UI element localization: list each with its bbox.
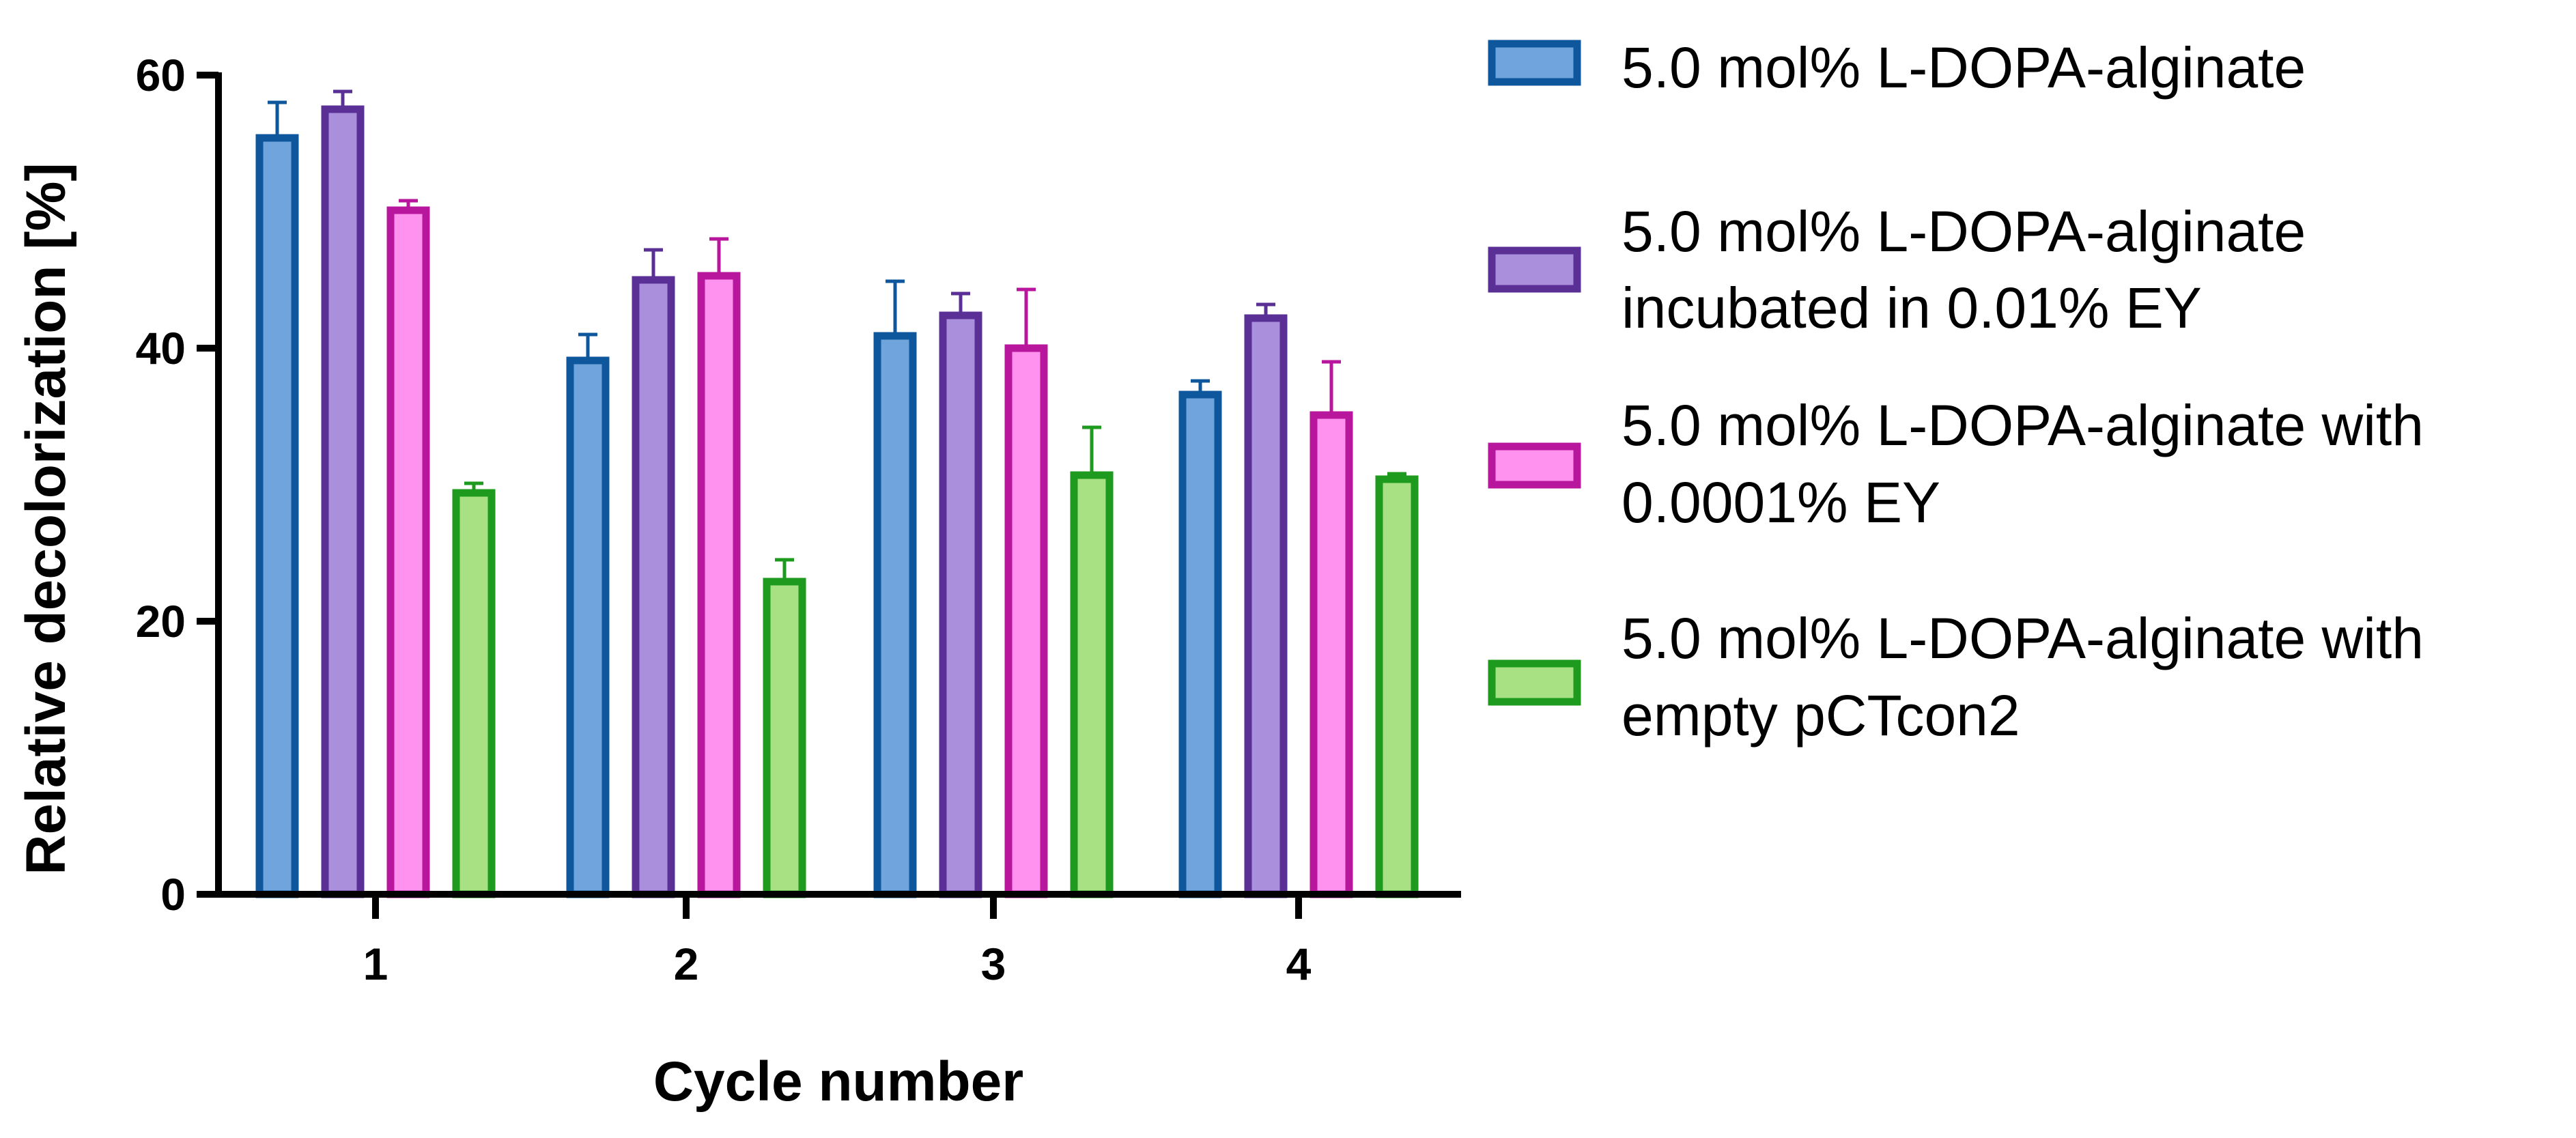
x-tick-label: 4 <box>1286 939 1312 989</box>
legend: 5.0 mol% L-DOPA-alginate 5.0 mol% L-DOPA-… <box>1488 35 2424 748</box>
bar <box>1070 471 1114 898</box>
legend-label: 5.0 mol% L-DOPA-alginate <box>1622 199 2306 264</box>
bar <box>566 356 610 898</box>
bar <box>1310 411 1353 898</box>
legend-label: 5.0 mol% L-DOPA-alginate <box>1622 35 2306 100</box>
y-axis-title: Relative decolorization [%] <box>15 162 77 874</box>
bar <box>763 578 806 898</box>
legend-label: 5.0 mol% L-DOPA-alginate with <box>1622 606 2424 670</box>
legend-label: incubated in 0.01% EY <box>1622 276 2202 340</box>
y-tick-label: 60 <box>136 50 186 100</box>
y-tick-label: 40 <box>136 323 186 373</box>
bar <box>1375 475 1419 898</box>
legend-swatch <box>1488 40 1581 86</box>
bar <box>1178 390 1222 898</box>
legend-swatch <box>1488 246 1581 293</box>
y-tick-label: 20 <box>136 596 186 646</box>
bar <box>452 489 496 898</box>
y-tick-label: 0 <box>160 869 186 920</box>
bars-layer <box>255 89 1419 898</box>
x-tick-label: 3 <box>981 939 1006 989</box>
bar <box>386 206 430 898</box>
x-tick-label: 2 <box>674 939 699 989</box>
bar <box>321 105 365 898</box>
x-tick-label: 1 <box>363 939 388 989</box>
legend-swatch <box>1488 442 1581 489</box>
legend-swatch <box>1488 659 1581 706</box>
x-axis-title: Cycle number <box>653 1051 1023 1113</box>
legend-label: empty pCTcon2 <box>1622 683 2020 748</box>
bar <box>632 276 675 898</box>
bar <box>1244 314 1288 898</box>
legend-label: 5.0 mol% L-DOPA-alginate with <box>1622 393 2424 457</box>
bar <box>939 311 982 898</box>
legend-label: 0.0001% EY <box>1622 470 1940 535</box>
bar <box>255 134 299 898</box>
bar <box>697 272 741 898</box>
bar <box>1004 344 1048 898</box>
bar <box>873 332 917 898</box>
axes-layer: 0 20 40 60 1 2 3 4 <box>136 50 1461 989</box>
